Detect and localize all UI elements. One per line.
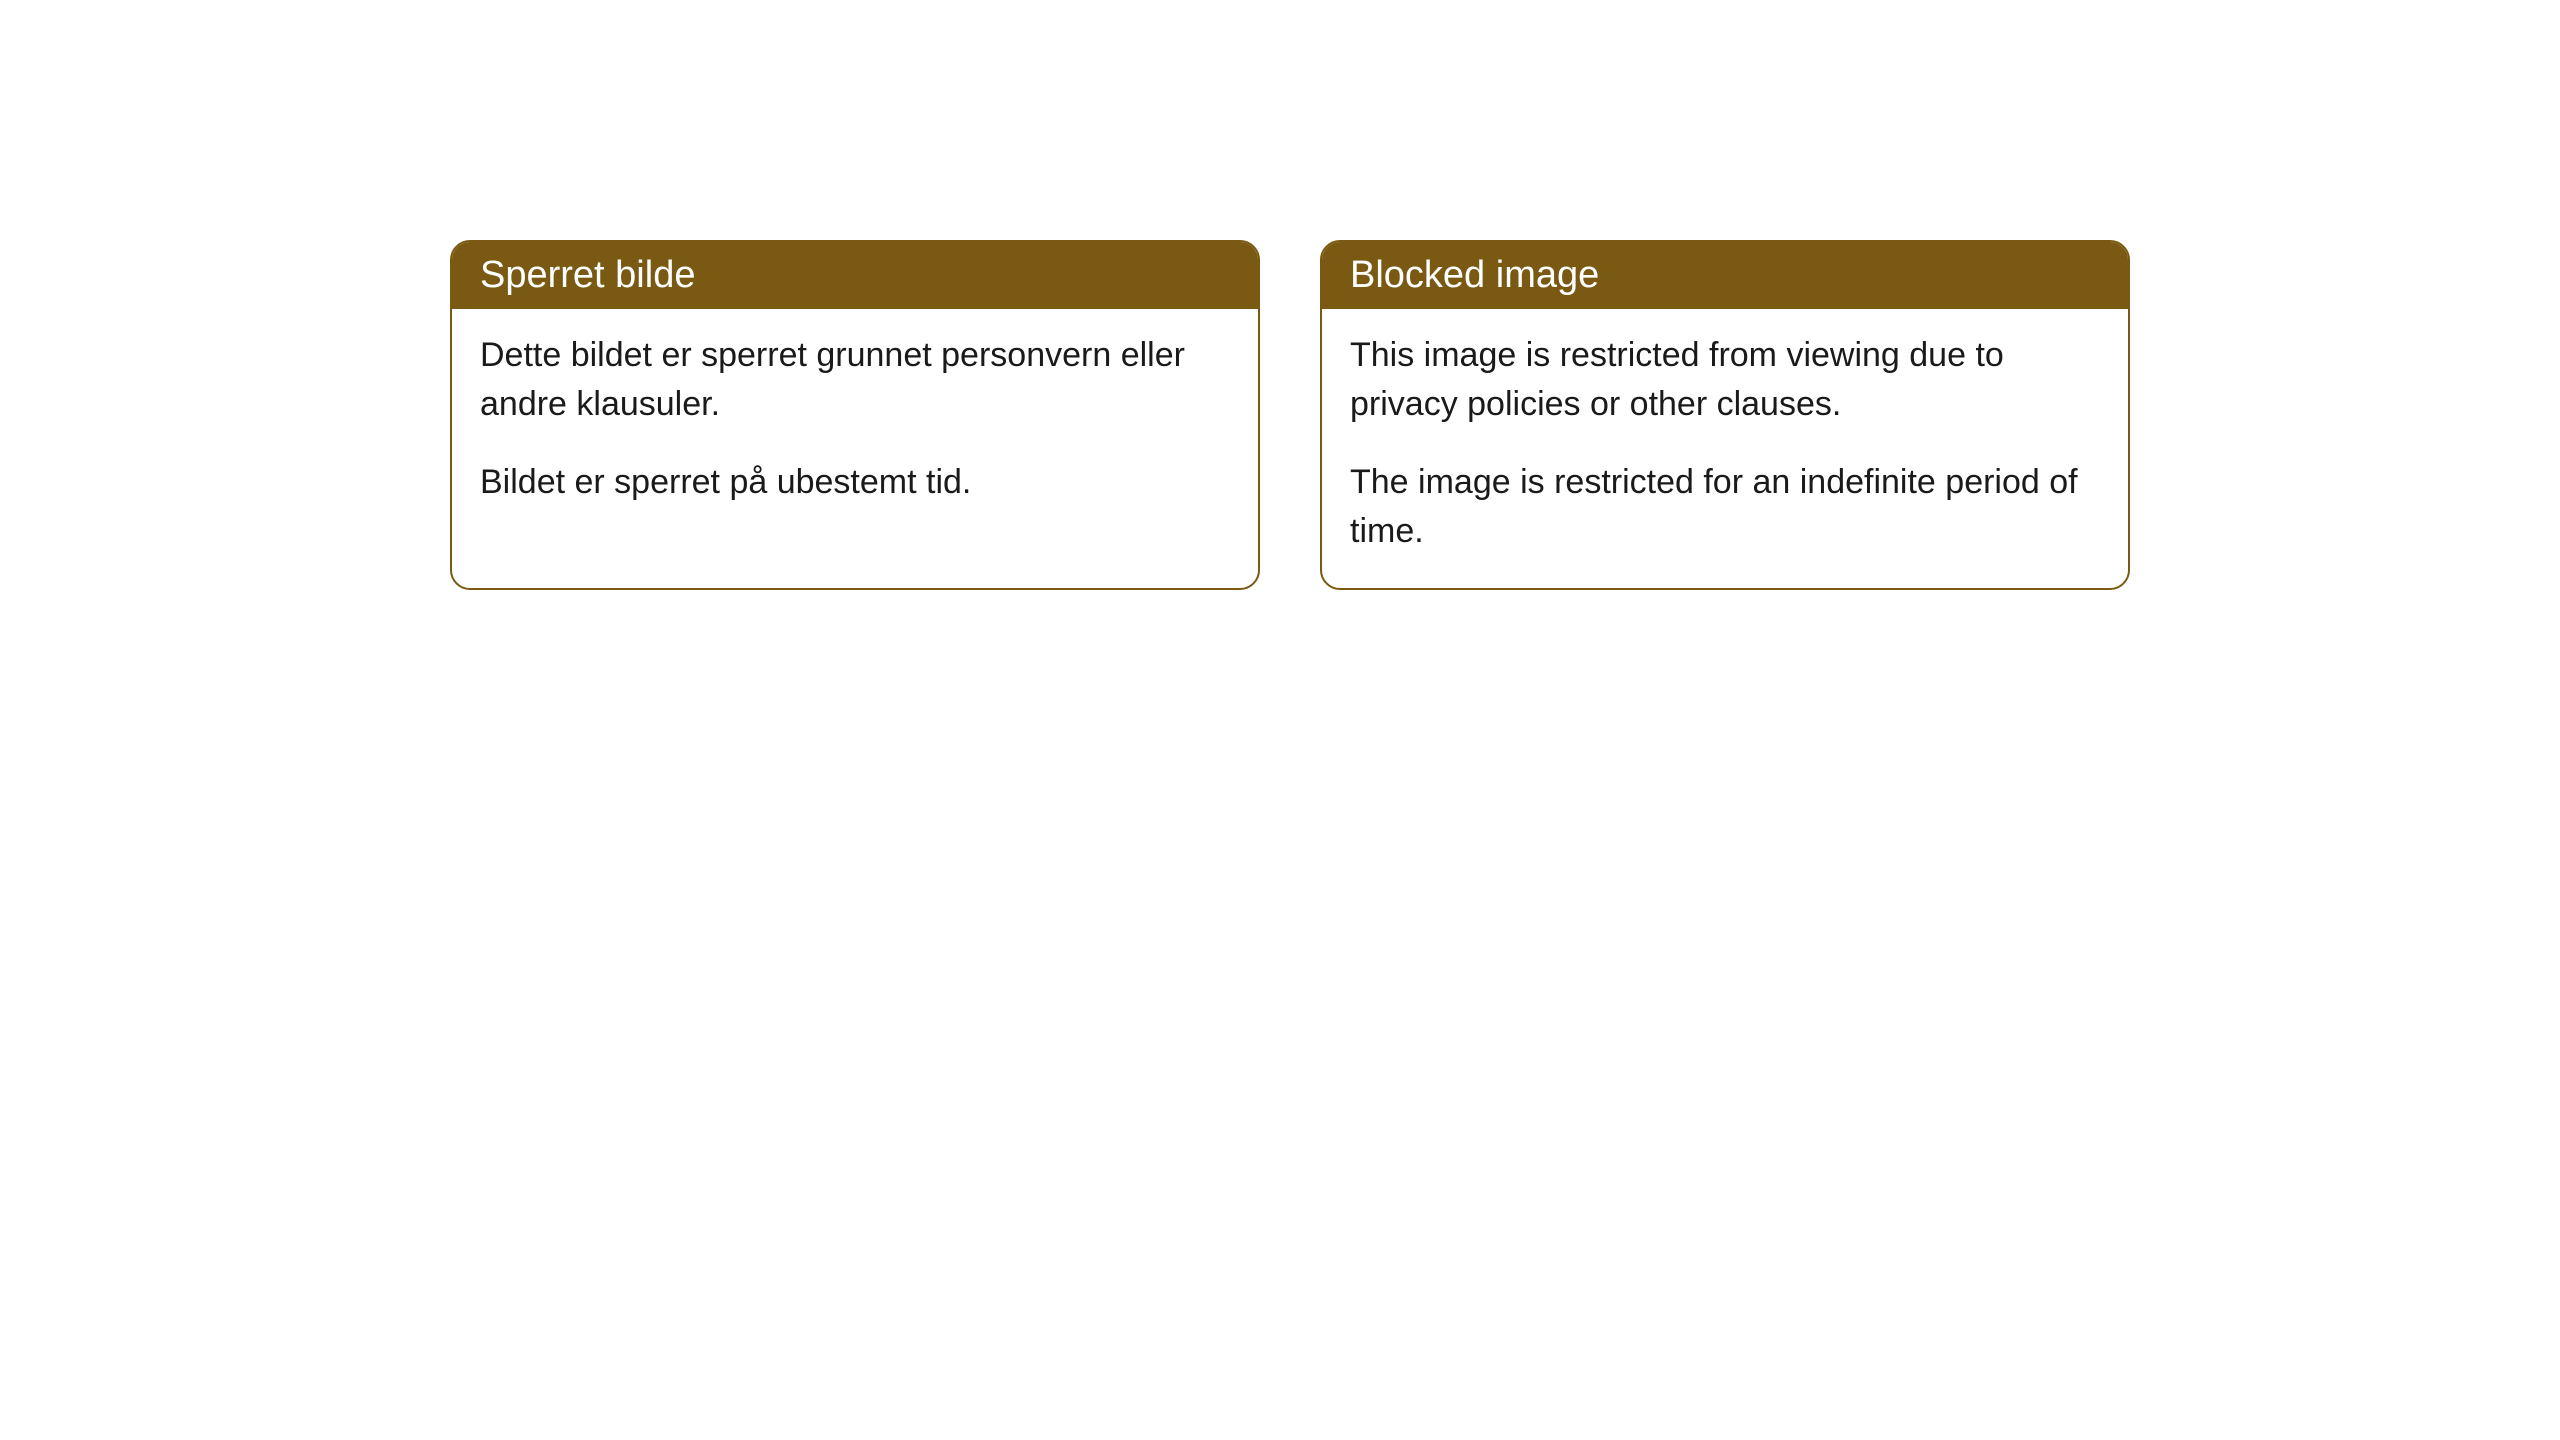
card-header: Sperret bilde: [452, 242, 1258, 309]
notice-container: Sperret bilde Dette bildet er sperret gr…: [0, 0, 2560, 590]
blocked-image-card-english: Blocked image This image is restricted f…: [1320, 240, 2130, 590]
notice-text-reason: Dette bildet er sperret grunnet personve…: [480, 331, 1230, 430]
notice-text-reason: This image is restricted from viewing du…: [1350, 331, 2100, 430]
card-body: This image is restricted from viewing du…: [1322, 309, 2128, 588]
blocked-image-card-norwegian: Sperret bilde Dette bildet er sperret gr…: [450, 240, 1260, 590]
notice-text-duration: Bildet er sperret på ubestemt tid.: [480, 458, 1230, 507]
notice-text-duration: The image is restricted for an indefinit…: [1350, 458, 2100, 557]
card-header: Blocked image: [1322, 242, 2128, 309]
card-body: Dette bildet er sperret grunnet personve…: [452, 309, 1258, 539]
